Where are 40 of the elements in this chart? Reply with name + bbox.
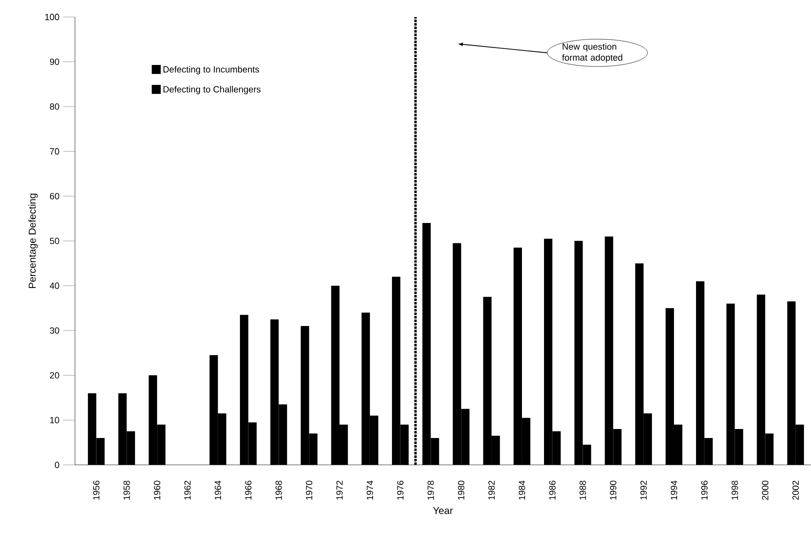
x-tick-label: 1968 [276,480,282,500]
x-tick-label: 1964 [214,480,222,500]
x-tick-label: 1990 [610,480,616,500]
x-tick-label: 1988 [580,480,586,500]
legend-label: Defecting to Challengers [163,86,261,94]
y-tick-label: 80 [50,103,60,110]
x-tick-label: 1980 [458,480,464,500]
x-tick-label: 1972 [336,480,343,500]
x-tick-label: 1994 [670,480,678,500]
y-tick-label: 30 [50,327,60,334]
y-tick-label: 100 [45,14,60,20]
x-tick-label: 1998 [732,480,738,500]
x-tick-label: 1978 [428,480,434,500]
x-tick-label: 1956 [93,480,100,500]
x-tick-label: 1984 [518,480,526,500]
x-tick-label: 2000 [762,480,768,500]
x-tick-label: 1970 [306,480,312,500]
x-tick-label: 1982 [488,480,495,500]
y-tick-label: 10 [50,416,60,424]
y-tick-label: 90 [50,58,60,66]
x-tick-label: 1958 [124,480,130,500]
x-tick-label: 1992 [640,480,647,500]
x-tick-label: 1974 [366,480,374,500]
x-tick-label: 1966 [245,480,252,500]
annotation: New question format adopted [562,43,622,63]
x-tick-label: 1960 [154,480,160,500]
x-tick-label: 2002 [792,480,799,500]
x-tick-label: 1976 [397,480,404,500]
y-tick-label: 70 [50,148,60,155]
legend-label: Defecting to Incumbents [163,66,260,74]
x-tick-label: 1962 [184,480,191,500]
y-tick-label: 0 [54,462,60,468]
y-tick-label: 20 [50,372,60,379]
y-axis-title: Percentage Defecting [28,194,38,288]
y-tick-label: 60 [50,193,60,200]
x-axis-title: Year [433,507,453,514]
x-tick-label: 1996 [701,480,708,500]
y-tick-label: 40 [50,282,60,289]
x-tick-label: 1986 [549,480,556,500]
y-tick-label: 50 [50,238,60,244]
